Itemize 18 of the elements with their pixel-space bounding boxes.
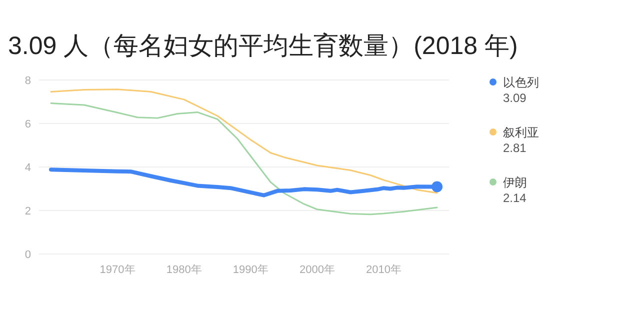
y-tick-label: 6 (24, 118, 31, 130)
y-tick-label: 4 (24, 162, 31, 174)
y-tick-label: 0 (24, 249, 31, 261)
chart-title: 3.09 人（每名妇女的平均生育数量）(2018 年) (8, 32, 518, 60)
legend-label: 以色列 (503, 76, 539, 90)
x-tick-label: 1970年 (100, 264, 136, 276)
text: 3.09 (503, 91, 527, 105)
x-tick-label: 1980年 (166, 264, 202, 276)
legend-label: 叙利亚 (503, 126, 539, 140)
x-tick-label: 2000年 (299, 264, 335, 276)
text: 2.81 (503, 141, 527, 155)
x-tick-label: 1990年 (232, 264, 268, 276)
legend-label: 伊朗 (503, 176, 527, 190)
line-series (50, 102, 438, 216)
y-tick-label: 8 (24, 75, 31, 87)
y-tick-label: 2 (24, 206, 31, 218)
x-tick-label: 2010年 (366, 264, 402, 276)
text: 2.14 (503, 191, 527, 205)
